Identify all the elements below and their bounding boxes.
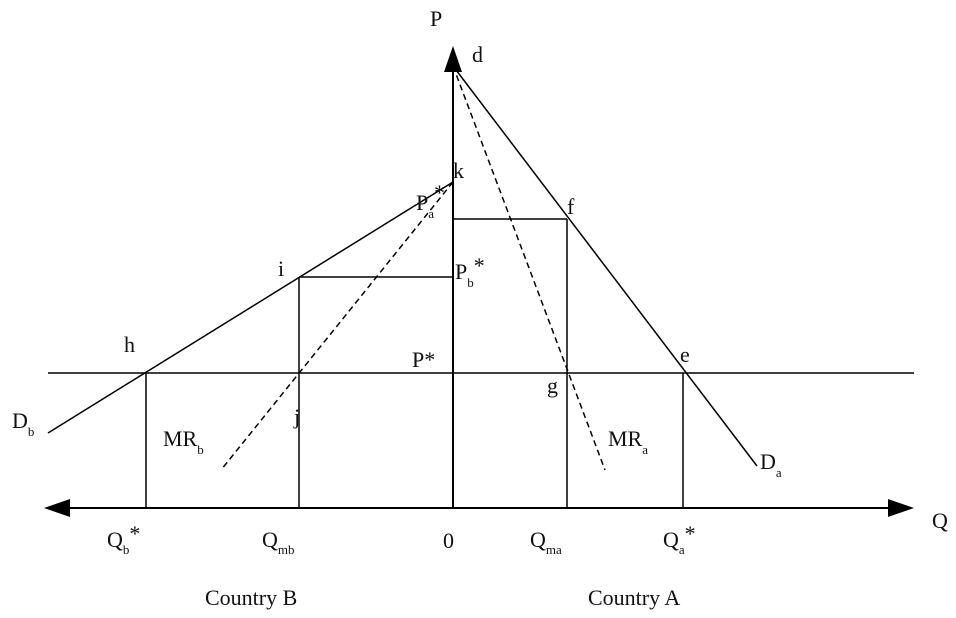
country-b-label: Country B xyxy=(205,585,297,610)
point-d: d xyxy=(472,42,483,67)
point-i: i xyxy=(278,256,284,281)
quantity-axis-label: Q xyxy=(932,508,948,533)
mra-label: MRa xyxy=(608,426,648,457)
point-k: k xyxy=(453,158,464,183)
qmb-label: Qmb xyxy=(262,527,295,557)
point-e: e xyxy=(680,342,690,367)
price-axis-arrow xyxy=(444,46,462,72)
qb-star-label: Qb* xyxy=(107,521,140,557)
da-label: Da xyxy=(760,449,782,480)
mrb-label: MRb xyxy=(163,426,204,457)
point-j: j xyxy=(293,404,300,429)
marginal-revenue-b xyxy=(220,181,454,471)
demand-curve-a xyxy=(452,65,758,467)
quantity-axis-right-arrow xyxy=(888,499,914,517)
point-h: h xyxy=(124,332,135,357)
qa-star-label: Qa* xyxy=(663,521,696,557)
demand-curve-b xyxy=(47,181,454,434)
country-a-label: Country A xyxy=(588,585,680,610)
pb-star-label: Pb* xyxy=(455,253,485,290)
quantity-axis-left-arrow xyxy=(44,499,70,517)
db-label: Db xyxy=(12,408,34,439)
qma-label: Qma xyxy=(530,527,562,557)
price-axis-label: P xyxy=(430,6,442,31)
pa-star-label: Pa* xyxy=(416,180,445,221)
p-star-label: P* xyxy=(412,347,435,372)
point-f: f xyxy=(567,194,575,219)
marginal-revenue-a xyxy=(452,65,606,471)
origin-label: 0 xyxy=(443,528,454,553)
point-g: g xyxy=(547,373,558,398)
